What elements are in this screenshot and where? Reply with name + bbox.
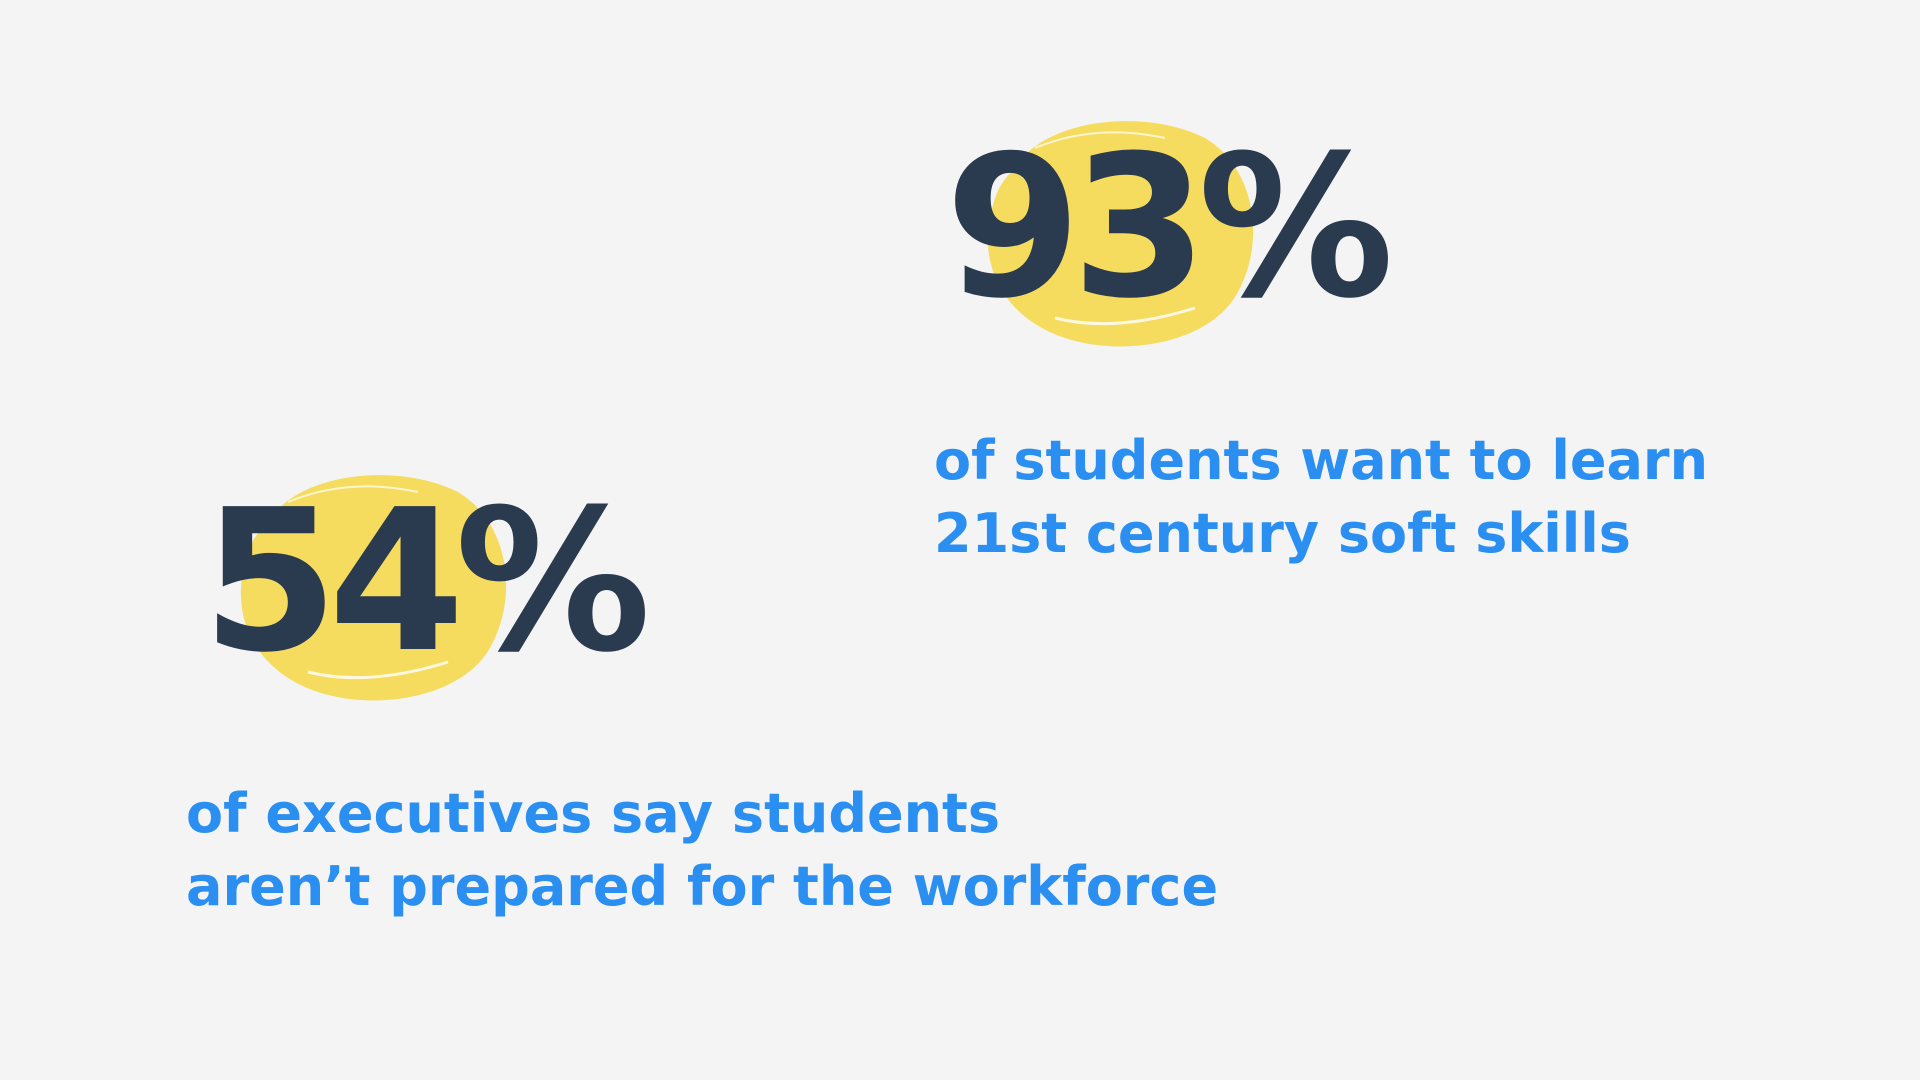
description-line: aren’t prepared for the workforce — [186, 855, 1219, 918]
description-line: of executives say students — [186, 782, 1001, 845]
stat-figure: 54% — [202, 468, 651, 696]
highlight-blob — [240, 475, 507, 701]
stat-figure: 93% — [945, 114, 1394, 342]
description-line: of students want to learn — [934, 429, 1709, 492]
stat-description: of executives say students aren’t prepar… — [186, 777, 1218, 923]
stat-description: of students want to learn 21st century s… — [934, 424, 1708, 570]
highlight-blob — [987, 121, 1254, 347]
description-line: 21st century soft skills — [934, 502, 1631, 565]
